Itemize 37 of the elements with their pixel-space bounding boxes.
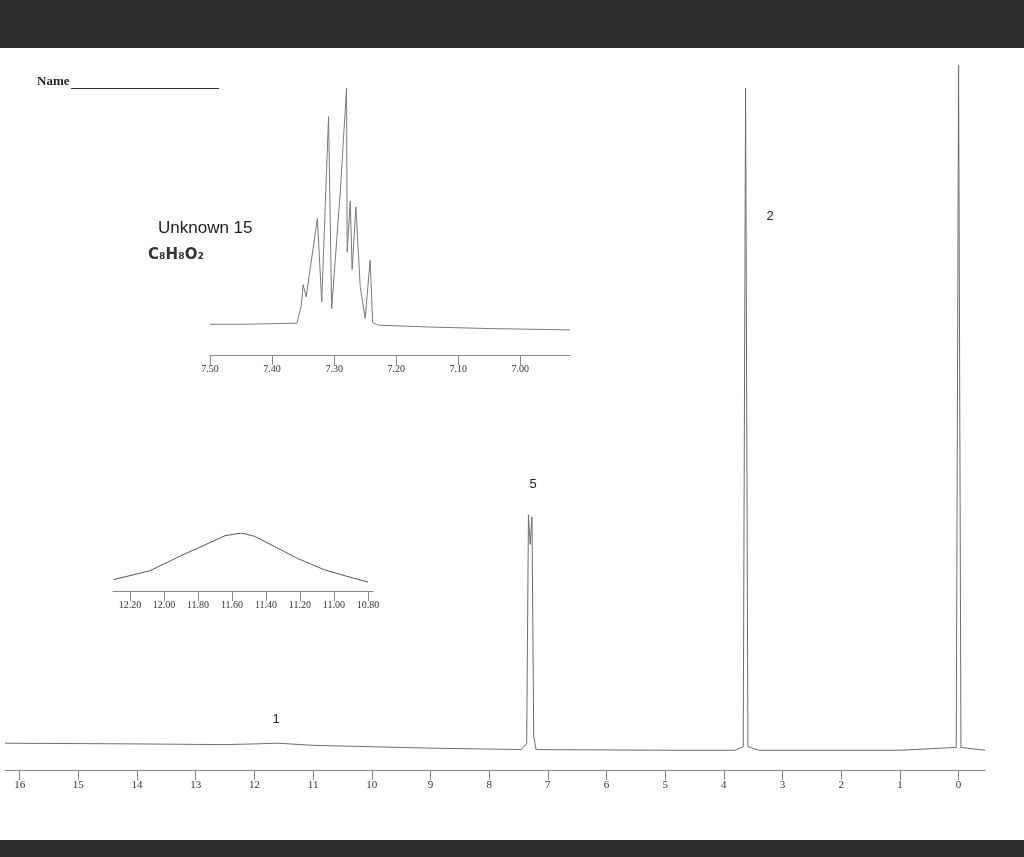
x-tick-label: 0 [955, 777, 962, 790]
annotation: Name [37, 73, 71, 89]
x-tick-label: 14 [131, 777, 144, 790]
text: Unknown 15 [158, 218, 253, 237]
x-tick-label: 1 [897, 777, 903, 790]
x-tick-label: 11.60 [220, 598, 244, 610]
x-tick-label: 6 [603, 777, 610, 790]
x-tick-label: 7.00 [511, 362, 530, 374]
x-tick-label: 3 [779, 777, 786, 790]
x-tick-label: 2 [838, 777, 844, 790]
x-tick-label: 16 [14, 777, 26, 790]
x-tick-label: 11.80 [186, 598, 210, 610]
x-tick-label: 7 [545, 777, 552, 790]
x-tick-label: 5 [662, 777, 669, 790]
x-tick-label: 10.80 [356, 598, 380, 610]
x-tick-label: 12.20 [118, 598, 142, 610]
x-tick-label: 11 [307, 777, 319, 790]
x-tick-label: 11.20 [288, 598, 311, 610]
annotation: 2 [766, 207, 774, 223]
x-tick-label: 9 [427, 777, 434, 790]
x-tick-label: 15 [72, 777, 85, 790]
x-tick-label: 11.40 [254, 598, 278, 610]
x-tick-label: 7.20 [387, 362, 405, 374]
x-tick-label: 12 [248, 777, 260, 790]
x-tick-label: 12.00 [152, 598, 176, 610]
x-tick-label: 7.10 [449, 362, 468, 374]
x-tick-label: 8 [486, 777, 493, 790]
x-tick-label: 7.50 [201, 362, 219, 374]
x-tick-label: 7.30 [325, 362, 343, 374]
x-tick-label: 13 [190, 777, 202, 790]
text: C₈H₈O₂ [148, 244, 205, 263]
x-tick-label: 10 [366, 777, 378, 790]
annotation: 5 [529, 475, 537, 491]
x-tick-label: 7.40 [263, 362, 281, 374]
x-tick-label: 11.00 [322, 598, 345, 610]
annotation: 1 [272, 710, 280, 726]
x-tick-label: 4 [721, 777, 728, 790]
